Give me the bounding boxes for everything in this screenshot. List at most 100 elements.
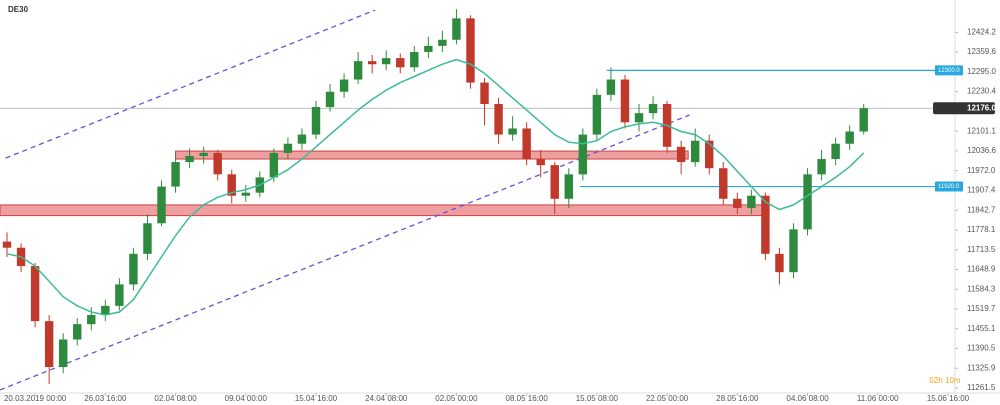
candle-body xyxy=(536,159,545,166)
candle-body xyxy=(2,241,12,248)
candle-body xyxy=(157,186,166,224)
candle-body xyxy=(733,198,742,208)
y-tick-label: 11390.5 xyxy=(967,344,996,353)
y-tick-label: 11519.7 xyxy=(967,304,996,313)
candle-body xyxy=(171,162,180,187)
candle-body xyxy=(550,165,559,199)
candle-body xyxy=(410,51,419,68)
y-tick-label: 11455.1 xyxy=(967,324,996,333)
level-box xyxy=(935,65,963,76)
candle-body xyxy=(859,108,868,132)
candle-body xyxy=(831,143,840,160)
symbol: DE30 xyxy=(8,5,29,14)
y-tick-label: 11778.1 xyxy=(967,225,996,234)
candle-body xyxy=(508,128,517,135)
candle-body xyxy=(339,79,349,92)
moving-average xyxy=(6,58,865,316)
candle-body xyxy=(845,131,854,144)
current-price-label: 12176.0 xyxy=(967,103,996,112)
candle-body xyxy=(803,174,812,230)
x-tick-label: 15.06 16:00 xyxy=(927,394,970,403)
candle-body xyxy=(213,152,222,175)
zone xyxy=(175,150,689,160)
candle-body xyxy=(311,107,321,135)
candle-body xyxy=(44,321,54,368)
y-tick-label: 12101.1 xyxy=(967,126,996,135)
x-tick-label: 28.05 16:00 xyxy=(716,394,759,403)
y-tick-label: 11972.0 xyxy=(967,166,996,175)
candle-body xyxy=(775,253,784,273)
y-tick-label: 12295.0 xyxy=(967,67,996,76)
y-tick-label: 11907.4 xyxy=(967,186,996,195)
x-tick-label: 22.05 00:00 xyxy=(646,394,689,403)
candle-body xyxy=(283,143,293,153)
y-tick-label: 11584.3 xyxy=(967,284,996,293)
candle-body xyxy=(73,324,82,340)
x-tick-label: 20.03.2019 00:00 xyxy=(4,394,67,403)
x-tick-label: 02.05 00:00 xyxy=(435,394,478,403)
candle-body xyxy=(325,91,335,108)
candle-body xyxy=(438,39,447,46)
candle-body xyxy=(676,146,686,163)
y-tick-label: 11648.9 xyxy=(967,265,996,274)
y-tick-label: 12036.6 xyxy=(967,146,996,155)
candle-body xyxy=(129,253,138,285)
candle-body xyxy=(789,229,798,273)
candle-body xyxy=(424,45,433,52)
candle-body xyxy=(297,134,307,144)
candle-body xyxy=(452,18,461,40)
x-tick-label: 24.04 08:00 xyxy=(365,394,408,403)
y-tick-label: 12230.4 xyxy=(967,87,996,96)
candle-body xyxy=(382,58,391,65)
x-tick-label: 09.04 00:00 xyxy=(225,394,268,403)
x-tick-label: 04.06 08:00 xyxy=(786,394,829,403)
candle-body xyxy=(606,79,616,95)
level-box xyxy=(935,181,963,192)
zone xyxy=(0,204,764,217)
y-tick-label: 11842.7 xyxy=(967,205,996,214)
x-tick-label: 02.04 08:00 xyxy=(154,394,197,403)
level-label: 11920.0 xyxy=(938,184,960,190)
channel-line xyxy=(5,9,376,159)
candle-body xyxy=(269,152,279,178)
candle-body xyxy=(87,315,96,325)
x-tick-label: 08.05 16:00 xyxy=(506,394,549,403)
candle-body xyxy=(522,128,531,160)
candle-body xyxy=(564,174,573,199)
candle-body xyxy=(199,152,208,156)
x-tick-label: 11.06 00:00 xyxy=(857,394,899,403)
candle-body xyxy=(705,140,714,169)
candle-body xyxy=(58,339,68,368)
candle-body xyxy=(747,195,756,208)
candle-body xyxy=(30,266,40,322)
y-tick-label: 12424.2 xyxy=(967,27,996,36)
candle-body xyxy=(143,223,152,254)
x-tick-label: 26.03 16:00 xyxy=(84,394,127,403)
candle-body xyxy=(185,155,194,163)
channel-line xyxy=(0,114,690,391)
x-tick-label: 15.04 16:00 xyxy=(295,394,338,403)
candle-body xyxy=(115,284,124,306)
candle-body xyxy=(578,134,588,175)
candle-body xyxy=(592,94,602,135)
candle-body xyxy=(690,140,700,163)
candle-body xyxy=(241,192,250,196)
level-label: 12300.0 xyxy=(938,68,960,74)
candle-body xyxy=(719,168,728,199)
candle-body xyxy=(648,103,658,114)
y-tick-label: 11261.5 xyxy=(967,383,996,392)
x-tick-label: 15.05 08:00 xyxy=(576,394,619,403)
candle-body xyxy=(466,18,475,83)
candle-body xyxy=(353,61,363,80)
y-tick-label: 11713.5 xyxy=(967,245,996,254)
timer: 02h 10m xyxy=(929,376,960,385)
candle-body xyxy=(761,195,770,254)
current-price-box xyxy=(933,102,995,115)
candle-body xyxy=(396,58,405,68)
candle-body xyxy=(367,61,377,65)
candle-body xyxy=(101,305,110,316)
y-tick-label: 12359.6 xyxy=(967,47,996,56)
candle-body xyxy=(634,113,644,123)
